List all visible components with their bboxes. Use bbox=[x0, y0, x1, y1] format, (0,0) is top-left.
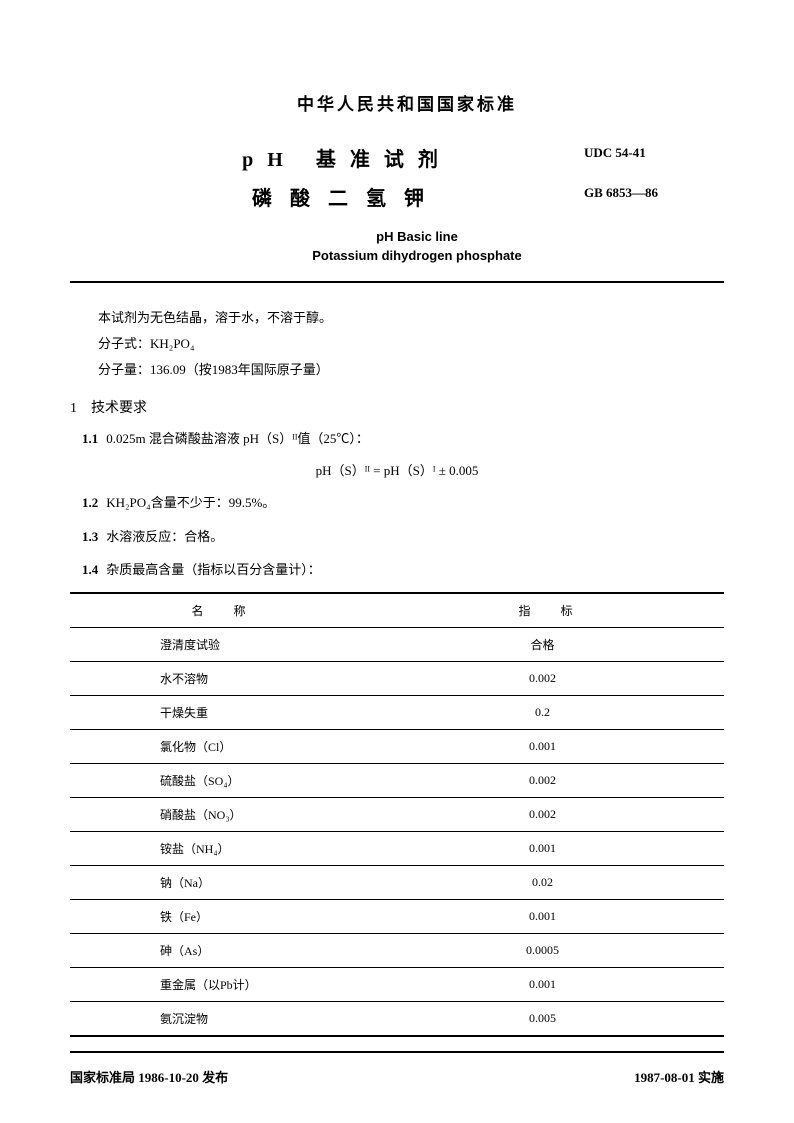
header-row: pH 基准试剂 磷酸二氢钾 UDC 54-41 GB 6853—86 bbox=[70, 143, 724, 225]
title-en-1: pH Basic line bbox=[110, 229, 724, 244]
section1-heading: 1 技术要求 bbox=[70, 397, 724, 417]
table-cell-val: 0.001 bbox=[397, 729, 724, 763]
table-row: 重金属（以Pb计）0.001 bbox=[70, 967, 724, 1001]
divider-bottom bbox=[70, 1051, 724, 1053]
table-row: 水不溶物0.002 bbox=[70, 661, 724, 695]
table-cell-name: 铁（Fe） bbox=[70, 899, 397, 933]
intro-line2: 分子式：KH₂PO₄ bbox=[98, 331, 724, 357]
header-left: pH 基准试剂 磷酸二氢钾 bbox=[110, 143, 584, 221]
table-cell-name: 干燥失重 bbox=[70, 695, 397, 729]
table-cell-val: 0.002 bbox=[397, 661, 724, 695]
item-1-4: 1.4 杂质最高含量（指标以百分含量计）： bbox=[82, 558, 724, 581]
table-row: 澄清度试验合格 bbox=[70, 627, 724, 661]
table-cell-name: 重金属（以Pb计） bbox=[70, 967, 397, 1001]
table-cell-name: 氨沉淀物 bbox=[70, 1001, 397, 1036]
item-1-1-text: 0.025m 混合磷酸盐溶液 pH（S）ᴵᴵ值（25℃）： bbox=[106, 431, 369, 446]
formula: pH（S）ᴵᴵ = pH（S）ᴵ ± 0.005 bbox=[70, 460, 724, 479]
item-1-2: 1.2 KH₂PO₄含量不少于：99.5%。 bbox=[82, 491, 724, 514]
table-header-row: 名称 指标 bbox=[70, 593, 724, 628]
col-name: 名称 bbox=[70, 593, 397, 628]
item-1-1: 1.1 0.025m 混合磷酸盐溶液 pH（S）ᴵᴵ值（25℃）： bbox=[82, 427, 724, 450]
table-row: 氨沉淀物0.005 bbox=[70, 1001, 724, 1036]
table-cell-val: 合格 bbox=[397, 627, 724, 661]
title-cn-2: 磷酸二氢钾 bbox=[110, 182, 584, 211]
item-1-3-num: 1.3 bbox=[82, 529, 98, 544]
title-en-2: Potassium dihydrogen phosphate bbox=[110, 248, 724, 263]
intro-line3: 分子量：136.09（按1983年国际原子量） bbox=[98, 357, 724, 383]
intro-block: 本试剂为无色结晶，溶于水，不溶于醇。 分子式：KH₂PO₄ 分子量：136.09… bbox=[98, 305, 724, 383]
intro-line2-val: KH₂PO₄ bbox=[150, 336, 194, 351]
udc-code: UDC 54-41 bbox=[584, 145, 724, 161]
table-cell-name: 砷（As） bbox=[70, 933, 397, 967]
table-row: 氯化物（Cl）0.001 bbox=[70, 729, 724, 763]
item-1-2-text: KH₂PO₄含量不少于：99.5%。 bbox=[106, 495, 275, 510]
table-row: 硫酸盐（SO₄）0.002 bbox=[70, 763, 724, 797]
item-1-2-num: 1.2 bbox=[82, 495, 98, 510]
table-cell-val: 0.001 bbox=[397, 899, 724, 933]
col-val: 指标 bbox=[397, 593, 724, 628]
table-row: 砷（As）0.0005 bbox=[70, 933, 724, 967]
country-standard-label: 中华人民共和国国家标准 bbox=[90, 90, 724, 115]
item-1-4-text: 杂质最高含量（指标以百分含量计）： bbox=[106, 562, 321, 577]
table-row: 铁（Fe）0.001 bbox=[70, 899, 724, 933]
footer-left: 国家标准局 1986-10-20 发布 bbox=[70, 1067, 228, 1086]
table-cell-val: 0.02 bbox=[397, 865, 724, 899]
table-cell-val: 0.005 bbox=[397, 1001, 724, 1036]
item-1-3-text: 水溶液反应：合格。 bbox=[106, 529, 223, 544]
gb-code: GB 6853—86 bbox=[584, 185, 724, 201]
table-cell-val: 0.0005 bbox=[397, 933, 724, 967]
table-cell-name: 氯化物（Cl） bbox=[70, 729, 397, 763]
table-cell-name: 铵盐（NH₄） bbox=[70, 831, 397, 865]
footer-right: 1987-08-01 实施 bbox=[634, 1067, 724, 1086]
footer: 国家标准局 1986-10-20 发布 1987-08-01 实施 bbox=[70, 1067, 724, 1086]
impurity-table: 名称 指标 澄清度试验合格水不溶物0.002干燥失重0.2氯化物（Cl）0.00… bbox=[70, 592, 724, 1037]
item-1-4-num: 1.4 bbox=[82, 562, 98, 577]
item-1-1-num: 1.1 bbox=[82, 431, 98, 446]
table-cell-val: 0.002 bbox=[397, 797, 724, 831]
header-right: UDC 54-41 GB 6853—86 bbox=[584, 143, 724, 225]
table-cell-name: 硫酸盐（SO₄） bbox=[70, 763, 397, 797]
table-row: 干燥失重0.2 bbox=[70, 695, 724, 729]
table-row: 硝酸盐（NO₃）0.002 bbox=[70, 797, 724, 831]
table-row: 钠（Na）0.02 bbox=[70, 865, 724, 899]
table-cell-name: 澄清度试验 bbox=[70, 627, 397, 661]
table-cell-name: 硝酸盐（NO₃） bbox=[70, 797, 397, 831]
table-cell-val: 0.001 bbox=[397, 967, 724, 1001]
item-1-3: 1.3 水溶液反应：合格。 bbox=[82, 525, 724, 548]
table-cell-val: 0.2 bbox=[397, 695, 724, 729]
table-cell-val: 0.002 bbox=[397, 763, 724, 797]
table-row: 铵盐（NH₄）0.001 bbox=[70, 831, 724, 865]
page-number: 1 bbox=[716, 1068, 722, 1083]
table-cell-val: 0.001 bbox=[397, 831, 724, 865]
table-cell-name: 水不溶物 bbox=[70, 661, 397, 695]
title-cn-1: pH 基准试剂 bbox=[110, 143, 584, 172]
intro-line2-label: 分子式： bbox=[98, 336, 150, 351]
table-cell-name: 钠（Na） bbox=[70, 865, 397, 899]
divider-top bbox=[70, 281, 724, 283]
intro-line1: 本试剂为无色结晶，溶于水，不溶于醇。 bbox=[98, 305, 724, 331]
